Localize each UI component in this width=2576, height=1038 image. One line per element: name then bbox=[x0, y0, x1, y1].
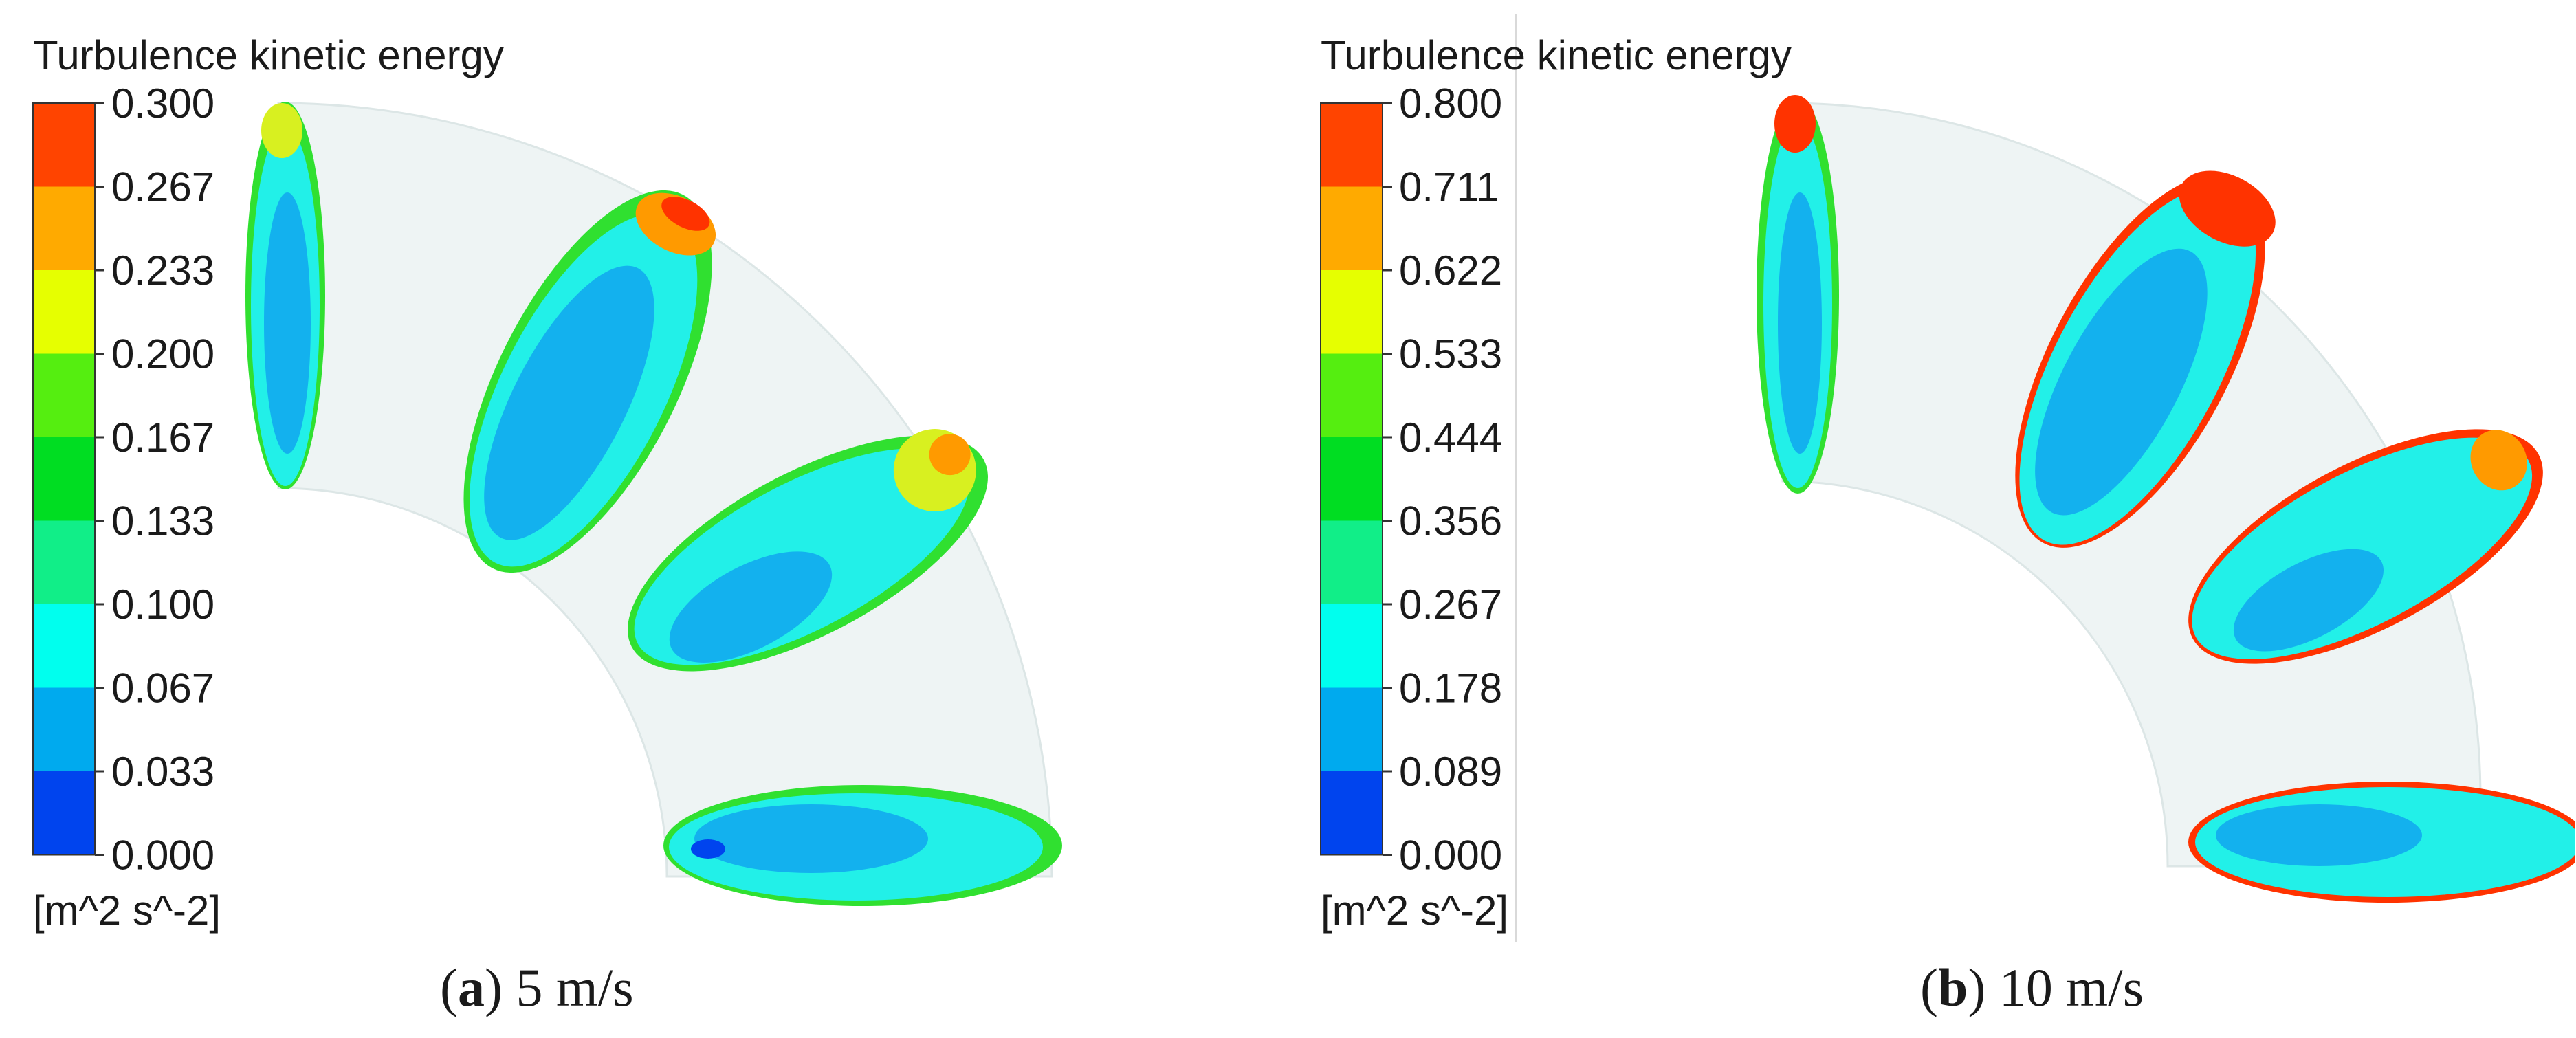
colorbar-segment bbox=[33, 687, 95, 772]
caption-letter: b bbox=[1937, 958, 1968, 1017]
colorbar-segment bbox=[1321, 437, 1383, 521]
colorbar-segment bbox=[1321, 687, 1383, 772]
colorbar-segment bbox=[33, 437, 95, 521]
colorbar-tick-label: 0.167 bbox=[111, 415, 214, 461]
colorbar-tick-label: 0.267 bbox=[111, 164, 214, 210]
colorbar: 0.800 0.711 0.622 0.533 0.444 0.356 0.267 0.178… bbox=[1320, 80, 1502, 879]
legend-unit: [m^2 s^-2] bbox=[1321, 887, 1509, 934]
colorbar-tick-label: 0.533 bbox=[1399, 331, 1502, 377]
cross-section-2 bbox=[463, 190, 716, 573]
colorbar: 0.300 0.267 0.233 0.200 0.167 0.133 0.100 0.067… bbox=[32, 80, 214, 879]
colorbar-segment bbox=[1321, 604, 1383, 688]
colorbar-tick-label: 0.200 bbox=[111, 331, 214, 377]
cross-section-3 bbox=[2188, 429, 2543, 664]
cross-section-3 bbox=[628, 429, 988, 672]
legend-title: Turbulence kinetic energy bbox=[1321, 32, 1792, 78]
colorbar-segment bbox=[33, 103, 95, 187]
colorbar-segment bbox=[33, 353, 95, 438]
cross-section-2 bbox=[2015, 170, 2276, 548]
colorbar-segment bbox=[1321, 353, 1383, 438]
colorbar-tick-label: 0.622 bbox=[1399, 247, 1502, 294]
colorbar-segment bbox=[33, 771, 95, 855]
colorbar-segment bbox=[33, 520, 95, 605]
colorbar-tick-label: 0.100 bbox=[111, 582, 214, 628]
colorbar-border bbox=[32, 102, 96, 856]
panel-b: Turbulence kinetic energy 0.800 0.711 0.62… bbox=[1288, 0, 2575, 1038]
colorbar-tick-label: 0.267 bbox=[1399, 582, 1502, 628]
cross-section-1 bbox=[245, 102, 325, 489]
colorbar-segment bbox=[33, 604, 95, 688]
colorbar-segment bbox=[1321, 270, 1383, 354]
colorbar-tick-label: 0.133 bbox=[111, 498, 214, 544]
colorbar-tick-label: 0.000 bbox=[111, 832, 214, 879]
colorbar-segment bbox=[33, 270, 95, 354]
colorbar-segment bbox=[1321, 186, 1383, 271]
colorbar-segment bbox=[1321, 771, 1383, 855]
cross-section-1 bbox=[1757, 95, 1839, 494]
contour-figure-a: 0.300 0.267 0.233 0.200 0.167 0.133 0.100 0.067… bbox=[32, 80, 1062, 906]
legend-title: Turbulence kinetic energy bbox=[33, 32, 504, 78]
colorbar-tick-label: 0.233 bbox=[111, 247, 214, 294]
caption-text: 10 m/s bbox=[1985, 958, 2144, 1017]
cross-section-4 bbox=[663, 785, 1062, 906]
legend-unit: [m^2 s^-2] bbox=[33, 887, 221, 934]
colorbar-tick-label: 0.356 bbox=[1399, 498, 1502, 544]
colorbar-tick-label: 0.711 bbox=[1399, 164, 1499, 210]
panel-a: Turbulence kinetic energy 0.300 0.267 0.23… bbox=[32, 32, 1062, 1017]
colorbar-tick-label: 0.089 bbox=[1399, 749, 1502, 795]
colorbar-tick-label: 0.067 bbox=[111, 665, 214, 711]
colorbar-tick-label: 0.444 bbox=[1399, 415, 1502, 461]
contour-figure-b: 0.800 0.711 0.622 0.533 0.444 0.356 0.267 0.178… bbox=[1320, 80, 2575, 903]
colorbar-tick-label: 0.033 bbox=[111, 749, 214, 795]
caption-b: (b) 10 m/s bbox=[1920, 958, 2144, 1017]
colorbar-border bbox=[1320, 102, 1383, 856]
cross-section-4 bbox=[2188, 782, 2575, 903]
panel-divider bbox=[1515, 14, 1517, 942]
caption-text: 5 m/s bbox=[502, 958, 634, 1017]
colorbar-segment bbox=[1321, 103, 1383, 187]
colorbar-tick-label: 0.000 bbox=[1399, 832, 1502, 879]
colorbar-tick-label: 0.800 bbox=[1399, 80, 1502, 126]
colorbar-segment bbox=[1321, 520, 1383, 605]
caption-letter: a bbox=[457, 958, 485, 1017]
colorbar-tick-label: 0.300 bbox=[111, 80, 214, 126]
colorbar-tick-label: 0.178 bbox=[1399, 665, 1502, 711]
colorbar-segment bbox=[33, 186, 95, 271]
caption-a: (a) 5 m/s bbox=[440, 958, 634, 1017]
